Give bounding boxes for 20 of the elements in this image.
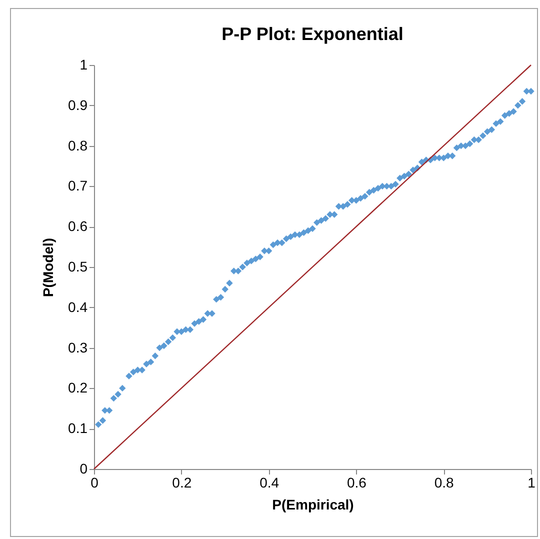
y-tick-label: 1 <box>80 56 88 72</box>
y-tick-label: 0.9 <box>68 96 88 113</box>
x-tick-label: 0.8 <box>434 474 454 490</box>
chart-title: P-P Plot: Exponential <box>222 24 404 44</box>
x-tick-label: 1 <box>528 474 536 490</box>
y-tick-label: 0.7 <box>68 178 88 194</box>
y-tick-label: 0.1 <box>68 420 88 436</box>
x-tick-label: 0.6 <box>346 474 367 490</box>
y-tick-label: 0.2 <box>68 380 88 396</box>
y-tick-label: 0.5 <box>68 258 88 274</box>
x-tick-label: 0.4 <box>260 474 280 490</box>
x-tick-label: 0.2 <box>172 474 192 490</box>
y-tick-label: 0.4 <box>68 298 88 315</box>
y-tick-label: 0.3 <box>68 339 88 356</box>
y-tick-label: 0.8 <box>68 137 88 154</box>
y-tick-label: 0.6 <box>68 218 88 234</box>
y-tick-label: 0 <box>80 460 88 476</box>
y-axis-title: P(Model) <box>40 238 56 298</box>
x-axis-title: P(Empirical) <box>272 496 354 512</box>
x-tick-label: 0 <box>90 474 99 490</box>
